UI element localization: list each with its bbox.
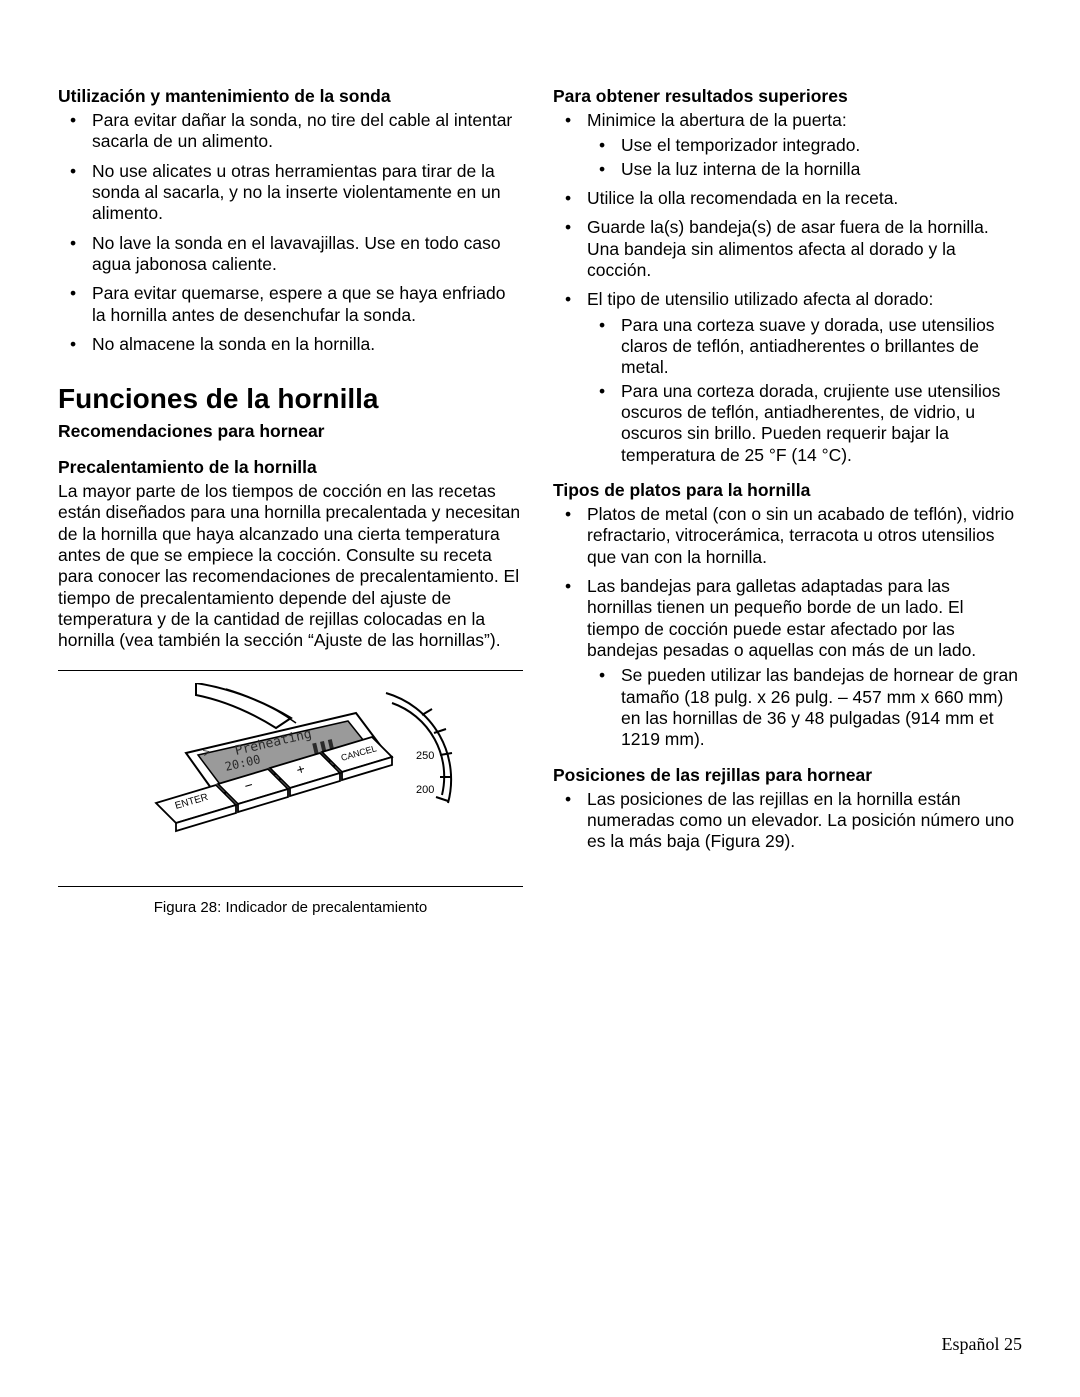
divider (58, 886, 523, 887)
list-item: Las posiciones de las rejillas en la hor… (553, 789, 1018, 853)
list-item: No use alicates u otras herramientas par… (58, 161, 523, 225)
list-item: Utilice la olla recomendada en la receta… (553, 188, 1018, 209)
divider (58, 670, 523, 671)
list-sonda: Para evitar dañar la sonda, no tire del … (58, 110, 523, 355)
heading-resultados: Para obtener resultados superiores (553, 86, 1018, 108)
dial-200: 200 (416, 784, 434, 796)
left-column: Utilización y mantenimiento de la sonda … (58, 80, 523, 916)
list-item-text: Minimice la abertura de la puerta: (587, 110, 847, 130)
list-item: Use el temporizador integrado. (587, 135, 1018, 156)
figure-28: 250 200 Preheating 20:00 (58, 683, 523, 868)
list-item: Para una corteza suave y dorada, use ute… (587, 315, 1018, 379)
list-tipos: Platos de metal (con o sin un acabado de… (553, 504, 1018, 751)
heading-sonda: Utilización y mantenimiento de la sonda (58, 86, 523, 108)
list-item: El tipo de utensilio utilizado afecta al… (553, 289, 1018, 466)
heading-tipos: Tipos de platos para la hornilla (553, 480, 1018, 502)
list-item: Las bandejas para galletas adaptadas par… (553, 576, 1018, 751)
page-footer: Español 25 (942, 1334, 1023, 1355)
figure-28-caption: Figura 28: Indicador de precalentamiento (58, 899, 523, 916)
list-item-text: Las bandejas para galletas adaptadas par… (587, 576, 976, 660)
list-item: Se pueden utilizar las bandejas de horne… (587, 665, 1018, 750)
list-item-text: El tipo de utensilio utilizado afecta al… (587, 289, 933, 309)
heading-funciones: Funciones de la hornilla (58, 383, 523, 415)
heading-precalentamiento: Precalentamiento de la hornilla (58, 457, 523, 479)
right-column: Para obtener resultados superiores Minim… (553, 80, 1018, 916)
list-item: Para una corteza dorada, crujiente use u… (587, 381, 1018, 466)
list-item: Para evitar dañar la sonda, no tire del … (58, 110, 523, 153)
heading-recomendaciones: Recomendaciones para hornear (58, 421, 523, 443)
paragraph-precal: La mayor parte de los tiempos de cocción… (58, 481, 523, 652)
dial-250: 250 (416, 750, 434, 762)
list-posiciones: Las posiciones de las rejillas en la hor… (553, 789, 1018, 853)
list-item: Minimice la abertura de la puerta: Use e… (553, 110, 1018, 180)
heading-posiciones: Posiciones de las rejillas para hornear (553, 765, 1018, 787)
list-item: No almacene la sonda en la hornilla. (58, 334, 523, 355)
list-item: No lave la sonda en el lavavajillas. Use… (58, 233, 523, 276)
list-item: Para evitar quemarse, espere a que se ha… (58, 283, 523, 326)
list-resultados: Minimice la abertura de la puerta: Use e… (553, 110, 1018, 466)
preheat-indicator-illustration: 250 200 Preheating 20:00 (126, 683, 456, 863)
page: Utilización y mantenimiento de la sonda … (0, 0, 1080, 956)
list-item: Platos de metal (con o sin un acabado de… (553, 504, 1018, 568)
list-item: Guarde la(s) bandeja(s) de asar fuera de… (553, 217, 1018, 281)
list-item: Use la luz interna de la hornilla (587, 159, 1018, 180)
